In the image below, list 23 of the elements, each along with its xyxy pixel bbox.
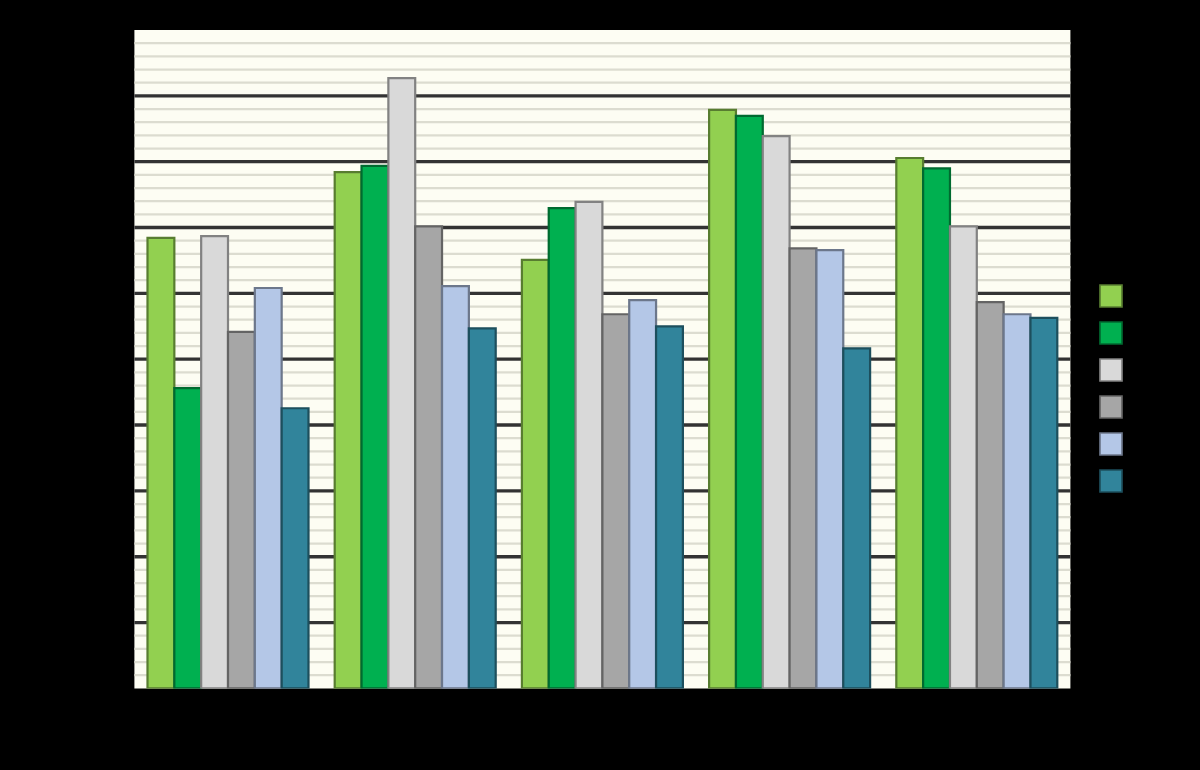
bar: [1029, 316, 1059, 689]
bar: [173, 386, 203, 689]
bar: [815, 249, 845, 689]
bar: [146, 236, 176, 689]
bar: [922, 167, 952, 689]
bar: [601, 313, 631, 689]
bar: [226, 330, 256, 689]
bar: [628, 299, 658, 689]
bar: [788, 247, 818, 689]
bar: [360, 164, 390, 689]
bar: [253, 286, 283, 689]
bar: [842, 347, 872, 689]
bar: [975, 300, 1005, 689]
bar: [734, 114, 764, 689]
bar: [654, 325, 685, 689]
bar: [707, 108, 738, 689]
bar: [414, 225, 444, 689]
bar: [520, 258, 550, 689]
bar: [895, 156, 925, 689]
bar: [467, 327, 497, 689]
bar: [440, 285, 470, 689]
bar: [1002, 313, 1032, 689]
bar: [280, 407, 310, 689]
